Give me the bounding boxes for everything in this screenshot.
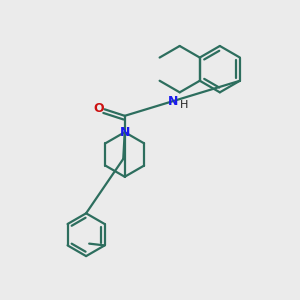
Text: H: H [180,100,189,110]
Text: O: O [94,102,104,115]
Text: N: N [168,94,178,108]
Text: N: N [119,126,130,139]
